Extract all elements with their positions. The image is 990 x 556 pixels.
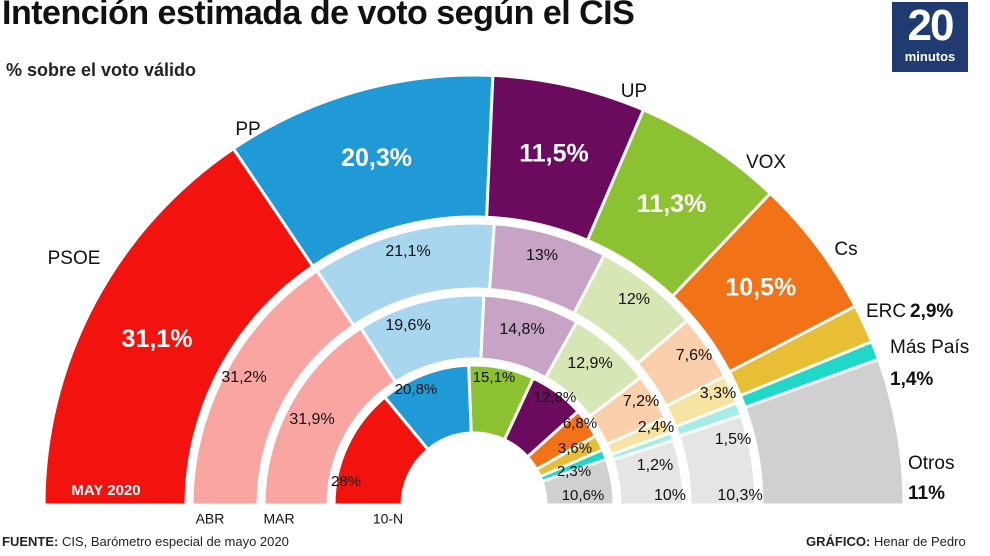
value-label-may-2020-psoe: 31,1% [122, 325, 193, 353]
value-label-10-n-up: 12,8% [534, 389, 577, 406]
value-label-10-n-pp: 20,8% [395, 381, 438, 398]
value-label-may-2020-cs: 10,5% [725, 274, 796, 302]
value-label-may-2020-up: 11,5% [519, 140, 589, 168]
party-value-mas-pais: 1,4% [890, 369, 933, 390]
value-label-abr-erc: 3,3% [700, 385, 736, 402]
value-label-abr-up: 12% [618, 291, 650, 308]
party-value-otros: 11% [908, 483, 945, 504]
ring-abr-segment-otros [676, 413, 758, 507]
ring-name-may-2020: MAY 2020 [71, 482, 140, 499]
party-label-up: UP [621, 81, 647, 102]
value-label-mar-cs: 7,2% [623, 393, 659, 410]
source-note: FUENTE: CIS, Barómetro especial de mayo … [2, 534, 289, 549]
value-label-may-2020-pp: 20,3% [341, 144, 412, 172]
value-label-10-n-otros: 10,6% [562, 487, 605, 504]
brand-logo: 20 minutos [892, 2, 968, 72]
party-label-cs: Cs [834, 239, 857, 260]
value-label-abr-psoe: 31,2% [221, 369, 266, 386]
value-label-mar-pp: 19,6% [385, 317, 430, 334]
party-label-vox: VOX [746, 152, 786, 173]
credit-note: GRÁFICO: Henar de Pedro [806, 534, 966, 549]
value-label-10-n-psoe: 28% [331, 473, 361, 490]
value-label-10-n-vox: 15,1% [473, 369, 516, 386]
party-label-pp: PP [235, 119, 260, 140]
value-label-10-n-m-s-pa-s: 2,3% [557, 463, 591, 480]
value-label-10-n-erc: 3,6% [558, 440, 592, 457]
party-label-otros: Otros [908, 453, 954, 474]
credit-text: Henar de Pedro [870, 534, 966, 549]
value-label-mar-psoe: 31,9% [289, 411, 334, 428]
ring-10-n-segment-otros [540, 457, 616, 507]
value-label-mar-vox: 14,8% [499, 321, 544, 338]
logo-word: minutos [904, 49, 956, 64]
party-label-psoe: PSOE [48, 248, 101, 269]
chart-subtitle: % sobre el voto válido [6, 60, 197, 80]
ring-mar-segment-otros [610, 438, 686, 507]
value-label-may-2020-vox: 11,3% [637, 190, 707, 218]
value-label-mar-up: 12,9% [567, 355, 612, 372]
ring-name-box-may-2020 [54, 477, 158, 503]
ring-name-abr: ABR [196, 511, 225, 527]
chart-title: Intención estimada de voto según el CIS [2, 0, 635, 32]
logo-number: 20 [907, 1, 955, 50]
value-label-abr-otros: 10,3% [717, 487, 762, 504]
party-value-erc: 2,9% [910, 301, 953, 322]
value-label-abr-m-s-pa-s: 1,5% [715, 431, 751, 448]
value-label-abr-cs: 7,6% [676, 347, 712, 364]
source-text: CIS, Barómetro especial de mayo 2020 [58, 534, 289, 549]
value-label-mar-m-s-pa-s: 1,2% [637, 457, 673, 474]
ring-name-mar: MAR [263, 511, 294, 527]
value-label-abr-pp: 21,1% [385, 243, 430, 260]
value-label-10-n-cs: 6,8% [563, 415, 597, 432]
party-label-erc: ERC [866, 301, 906, 322]
credit-label: GRÁFICO: [806, 534, 871, 549]
party-label-mas-pais: Más País [890, 337, 969, 358]
ring-name-10-n: 10-N [373, 511, 403, 527]
ring-may-2020-segment-otros [743, 357, 906, 507]
value-label-abr-vox: 13% [526, 247, 558, 264]
value-label-mar-erc: 2,4% [638, 419, 674, 436]
value-label-mar-otros: 10% [654, 487, 686, 504]
ring-may-2020-segment-psoe [42, 146, 315, 507]
source-label: FUENTE: [2, 534, 59, 549]
